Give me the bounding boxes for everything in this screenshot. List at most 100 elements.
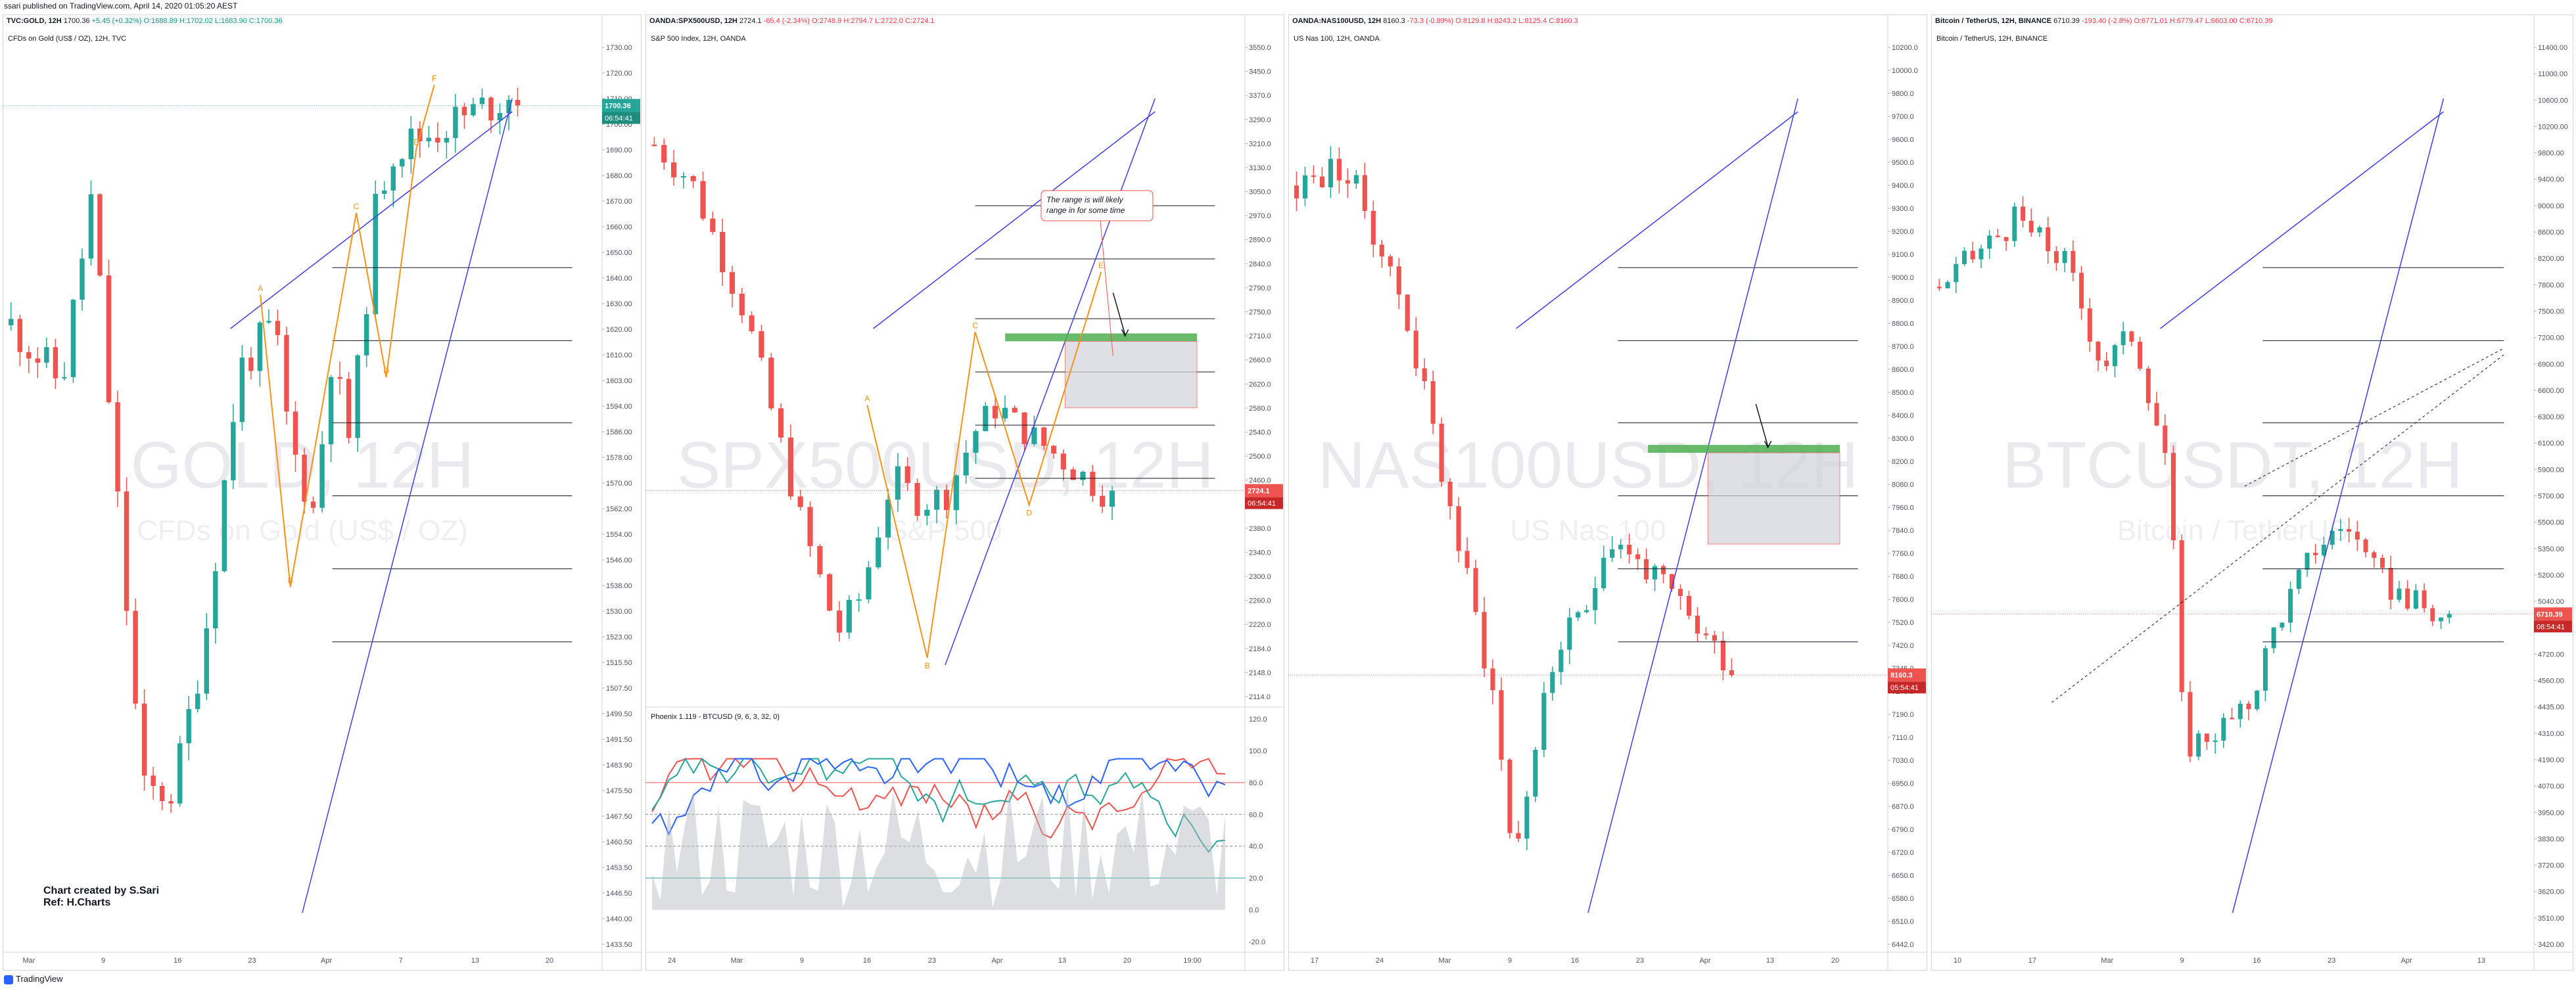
candle-body — [1439, 423, 1444, 482]
candle-body — [963, 452, 969, 476]
candle-body — [943, 490, 950, 511]
x-tick-label: 23 — [1636, 957, 1644, 965]
wave-label: A — [864, 394, 870, 403]
quote-last: 8160.3 — [1383, 17, 1405, 25]
quote-last: 6710.39 — [2053, 17, 2080, 25]
candle-body — [2330, 530, 2335, 545]
candle-body — [2096, 341, 2101, 361]
y-tick-label: 2114.0 — [1249, 693, 1271, 701]
candle-body — [778, 408, 784, 438]
y-tick-label: 1546.00 — [606, 557, 632, 564]
quote-symbol: OANDA:SPX500USD, 12H — [649, 17, 738, 25]
y-tick-label: 8200.0 — [1892, 458, 1914, 466]
quote-last: 1700.36 — [63, 17, 90, 25]
gold-chart-pane[interactable]: TVC:GOLD, 12H 1700.36 +5.45 (+0.32%) O:1… — [3, 14, 642, 971]
pane-border — [1288, 14, 1927, 971]
tradingview-logo-icon — [4, 975, 13, 984]
wedge-lower-line — [2051, 354, 2504, 703]
candle-body — [2405, 588, 2410, 609]
target-range-box — [1064, 340, 1198, 409]
indicator-y-tick: -20.0 — [1249, 938, 1265, 946]
trend-channel-lower — [302, 98, 513, 913]
spx-chart-pane[interactable]: OANDA:SPX500USD, 12H 2724.1 -65.4 (-2.34… — [645, 14, 1284, 971]
btc-chart-pane[interactable]: Bitcoin / TetherUS, 12H, BINANCE 6710.39… — [1931, 14, 2573, 971]
candle-body — [670, 162, 677, 177]
x-tick-label: 16 — [1571, 957, 1579, 965]
indicator-y-tick: 120.0 — [1249, 716, 1267, 724]
candle-body — [426, 137, 432, 142]
candle-body — [2196, 733, 2201, 757]
candle-body — [1703, 633, 1709, 635]
candle-body — [700, 181, 706, 219]
candle-body — [390, 166, 396, 191]
y-tick-label: 1586.00 — [606, 428, 632, 436]
y-tick-label: 1467.50 — [606, 813, 632, 821]
candle-body — [1660, 566, 1666, 574]
candle-body — [1936, 287, 1942, 288]
y-tick-label: 6650.0 — [1892, 872, 1914, 880]
quote-close: C:1700.36 — [248, 17, 283, 25]
elliott-wave-path — [866, 271, 1102, 658]
y-tick-label: 5200.00 — [2538, 572, 2564, 580]
y-tick-label: 2460.0 — [1249, 477, 1271, 485]
candle-body — [1447, 482, 1453, 507]
last-price-tag — [1245, 484, 1283, 497]
x-tick-label: 13 — [2477, 957, 2485, 965]
y-tick-label: 7840.0 — [1892, 527, 1914, 535]
candle-body — [1456, 506, 1461, 551]
candle-body — [759, 331, 764, 358]
candle-body — [2087, 308, 2092, 342]
candle-body — [9, 319, 14, 325]
candle-body — [1644, 559, 1649, 580]
candle-body — [973, 431, 979, 453]
author-note: Chart created by S.Sari — [43, 885, 159, 896]
candle-body — [319, 444, 325, 508]
candle-body — [435, 137, 440, 143]
quote-symbol: OANDA:NAS100USD, 12H — [1292, 17, 1382, 25]
candle-body — [381, 190, 387, 194]
y-tick-label: 1499.50 — [606, 710, 632, 718]
arrow-down-icon — [1121, 329, 1129, 338]
y-tick-label: 2580.0 — [1249, 405, 1271, 413]
candle-body — [895, 466, 901, 500]
indicator-line — [651, 758, 1226, 839]
y-tick-label: 2620.0 — [1249, 380, 1271, 388]
x-tick-label: 24 — [668, 957, 676, 965]
chart-inner-title: Bitcoin / TetherUS, 12H, BINANCE — [1936, 35, 2048, 43]
candle-body — [2439, 617, 2444, 622]
symbol-watermark-sub: S&P 500 — [889, 515, 1002, 547]
candle-body — [2062, 250, 2067, 264]
quote-open: O:1688.89 — [143, 17, 177, 25]
x-tick-label: 23 — [2328, 957, 2335, 965]
btc-quote-header: Bitcoin / TetherUS, 12H, BINANCE 6710.39… — [1935, 17, 2272, 25]
y-tick-label: 1491.50 — [606, 736, 632, 744]
y-tick-label: 9100.0 — [1892, 251, 1914, 259]
candle-body — [2028, 220, 2034, 233]
candle-body — [1729, 670, 1734, 676]
candle-body — [690, 176, 696, 181]
nas-chart-pane[interactable]: OANDA:NAS100USD, 12H 8160.3 -73.3 (-0.89… — [1288, 14, 1927, 971]
y-tick-label: 6870.0 — [1892, 803, 1914, 811]
quote-low: L:8125.4 — [1518, 17, 1547, 25]
y-tick-label: 9500.0 — [1892, 159, 1914, 167]
btc-chart-canvas[interactable]: Bitcoin / TetherUS, 12H, BINANCE BTCUSDT,… — [1931, 14, 2573, 971]
candle-body — [2221, 718, 2226, 741]
y-tick-label: 2890.0 — [1249, 237, 1271, 244]
candle-body — [355, 355, 360, 438]
candle-body — [983, 405, 989, 432]
candle-body — [177, 743, 183, 804]
footer[interactable]: TradingView — [4, 974, 63, 984]
quote-open: O:6771.01 — [2134, 17, 2168, 25]
candle-body — [195, 693, 200, 710]
candle-body — [453, 106, 458, 138]
candle-body — [2388, 568, 2393, 600]
y-tick-label: 7110.0 — [1892, 734, 1913, 742]
candle-body — [807, 507, 813, 547]
candle-body — [836, 610, 843, 633]
candle-body — [1012, 407, 1018, 413]
candle-body — [1995, 235, 2000, 237]
candle-body — [1362, 175, 1367, 211]
